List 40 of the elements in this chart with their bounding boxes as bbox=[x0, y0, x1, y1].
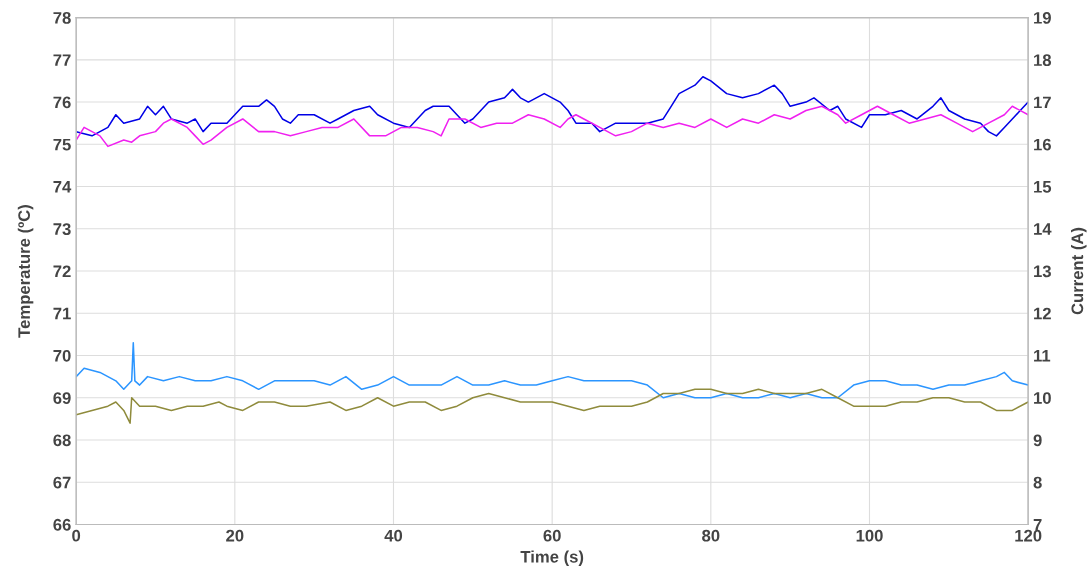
y2-tick-label: 15 bbox=[1034, 181, 1052, 193]
line-series bbox=[76, 105, 1029, 148]
x-axis-title: Time (s) bbox=[520, 550, 584, 566]
y-tick-label: 76 bbox=[53, 96, 71, 109]
y-tick-label: 68 bbox=[53, 434, 71, 447]
y-tick-label: 78 bbox=[53, 11, 71, 24]
y2-tick-label: 19 bbox=[1034, 11, 1051, 24]
line-series bbox=[76, 388, 1029, 424]
x-tick-label: 60 bbox=[543, 529, 561, 542]
x-tick-label: 20 bbox=[226, 529, 244, 542]
y-tick-label: 67 bbox=[53, 476, 71, 489]
y2-tick-label: 7 bbox=[1033, 519, 1042, 531]
y-tick-label: 77 bbox=[53, 54, 71, 66]
x-tick-label: 0 bbox=[72, 529, 81, 542]
x-tick-label: 40 bbox=[384, 529, 403, 542]
y-tick-label: 74 bbox=[53, 181, 72, 193]
y2-tick-label: 13 bbox=[1034, 265, 1051, 278]
y2-tick-label: 11 bbox=[1034, 350, 1051, 362]
y-tick-label: 71 bbox=[53, 307, 71, 320]
line-series bbox=[76, 75, 1029, 137]
y2-tick-label: 16 bbox=[1034, 138, 1051, 151]
y-tick-label: 70 bbox=[53, 349, 71, 362]
y-tick-label: 66 bbox=[53, 518, 71, 531]
y2-tick-label: 18 bbox=[1034, 54, 1052, 67]
x-tick-label: 120 bbox=[1015, 529, 1042, 542]
x-tick-label: 80 bbox=[702, 529, 720, 542]
y-tick-label: 72 bbox=[53, 265, 71, 278]
y2-tick-label: 14 bbox=[1034, 223, 1052, 235]
y2-tick-label: 8 bbox=[1033, 476, 1042, 489]
line-series bbox=[76, 342, 1029, 399]
y2-tick-label: 12 bbox=[1034, 307, 1051, 320]
y-axis-title: Temperature (ºC) bbox=[17, 205, 34, 338]
y-tick-label: 73 bbox=[53, 223, 71, 236]
y2-tick-label: 17 bbox=[1034, 96, 1051, 109]
y2-tick-label: 10 bbox=[1034, 392, 1051, 404]
y-tick-label: 69 bbox=[53, 392, 71, 404]
y2-axis-title: Current (A) bbox=[1071, 227, 1087, 315]
x-tick-label: 100 bbox=[856, 529, 883, 542]
y-tick-label: 75 bbox=[53, 138, 71, 151]
y2-tick-label: 9 bbox=[1033, 434, 1042, 447]
